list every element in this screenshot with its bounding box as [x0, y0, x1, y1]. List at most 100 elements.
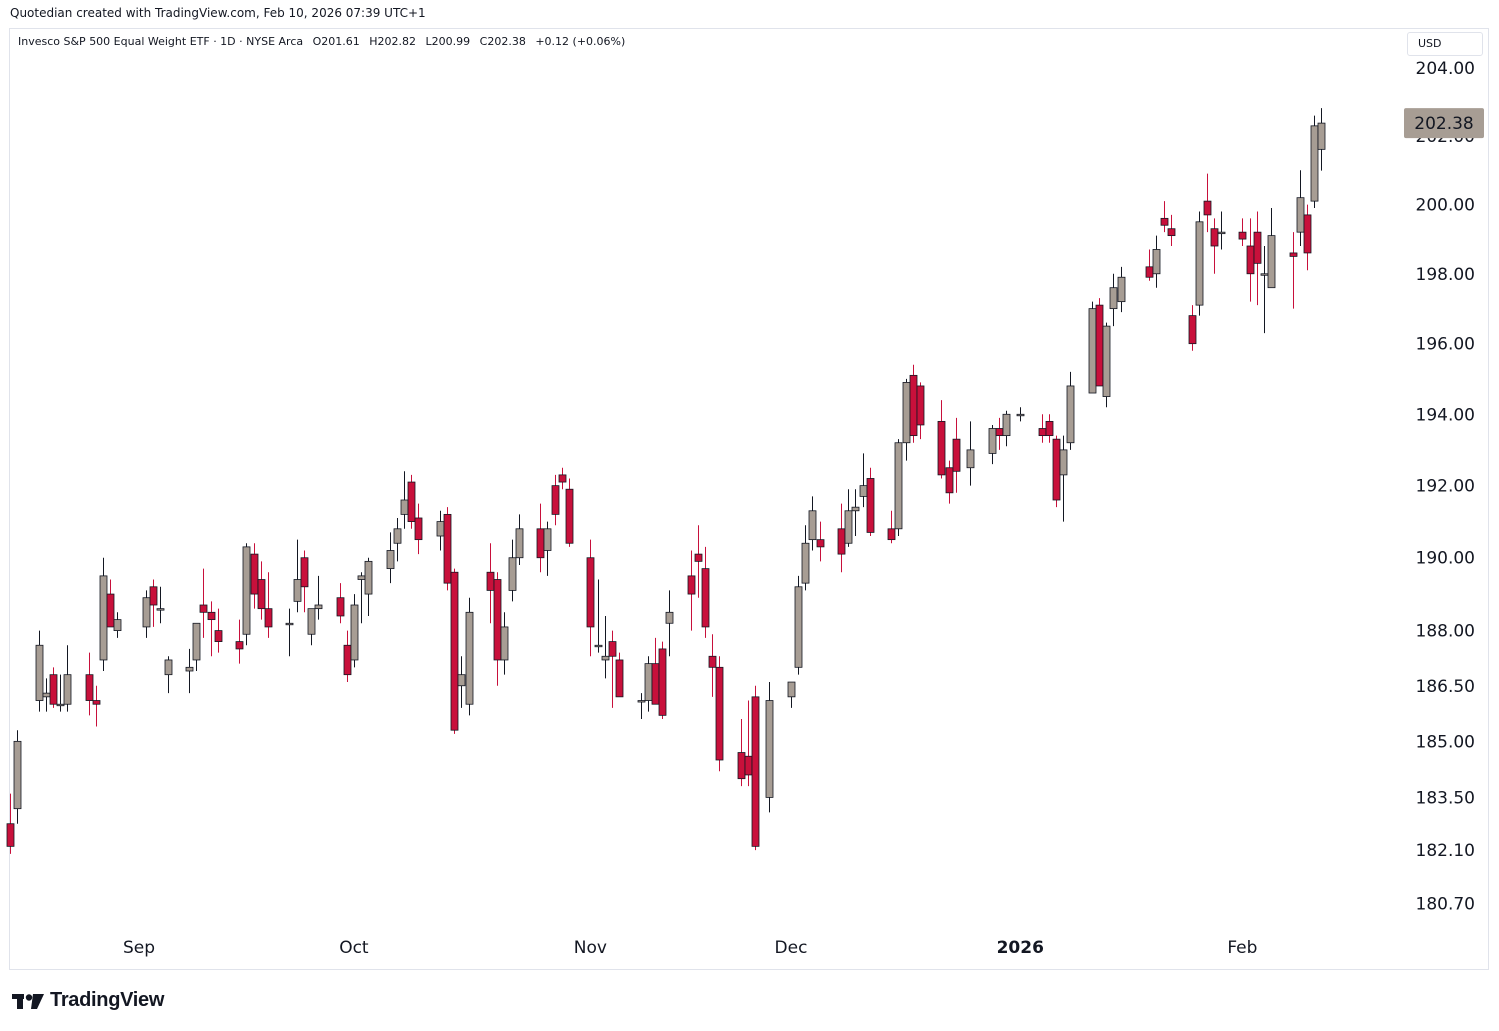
- candle[interactable]: [35, 630, 44, 712]
- candle[interactable]: [988, 424, 997, 465]
- candle[interactable]: [156, 586, 165, 624]
- legend-symbol[interactable]: Invesco S&P 500 Equal Weight ETF · 1D · …: [18, 35, 304, 48]
- candle[interactable]: [1109, 273, 1118, 327]
- candle[interactable]: [1246, 218, 1255, 302]
- candle[interactable]: [49, 667, 58, 708]
- candle[interactable]: [508, 539, 517, 602]
- candle[interactable]: [85, 652, 94, 716]
- candle[interactable]: [551, 474, 560, 526]
- candle[interactable]: [866, 467, 875, 537]
- candle[interactable]: [536, 503, 545, 573]
- candle[interactable]: [343, 630, 352, 683]
- candle[interactable]: [92, 685, 101, 727]
- candle[interactable]: [515, 514, 524, 565]
- candle[interactable]: [765, 682, 774, 813]
- candle[interactable]: [493, 572, 502, 686]
- candle[interactable]: [601, 615, 610, 679]
- candle[interactable]: [1210, 218, 1219, 274]
- candle[interactable]: [1289, 232, 1298, 309]
- candle[interactable]: [558, 467, 567, 490]
- candle[interactable]: [400, 471, 409, 529]
- candle[interactable]: [894, 439, 903, 537]
- candle[interactable]: [192, 622, 201, 671]
- candle[interactable]: [407, 474, 416, 529]
- candle[interactable]: [293, 539, 302, 613]
- candle[interactable]: [1160, 201, 1169, 233]
- candle[interactable]: [1260, 246, 1269, 334]
- candle[interactable]: [450, 568, 459, 734]
- candle[interactable]: [1152, 235, 1161, 288]
- candle[interactable]: [1045, 414, 1054, 443]
- candle[interactable]: [500, 612, 509, 675]
- candle[interactable]: [56, 674, 65, 712]
- candle[interactable]: [199, 568, 208, 638]
- candle[interactable]: [1016, 407, 1025, 422]
- candle[interactable]: [99, 557, 108, 671]
- candle[interactable]: [336, 583, 345, 624]
- currency-button[interactable]: USD: [1407, 32, 1483, 56]
- candle[interactable]: [106, 579, 115, 628]
- candle[interactable]: [1303, 204, 1312, 271]
- candle[interactable]: [242, 543, 251, 646]
- candle[interactable]: [586, 539, 595, 657]
- candle[interactable]: [694, 525, 703, 598]
- candle[interactable]: [214, 608, 223, 653]
- candle[interactable]: [851, 489, 860, 537]
- candle[interactable]: [457, 656, 466, 708]
- candle[interactable]: [250, 543, 259, 609]
- candle[interactable]: [1117, 266, 1126, 313]
- candle[interactable]: [808, 496, 817, 551]
- candle[interactable]: [1052, 435, 1061, 508]
- candle[interactable]: [1317, 108, 1326, 171]
- candle[interactable]: [594, 579, 603, 653]
- candle[interactable]: [1296, 170, 1305, 247]
- candle[interactable]: [1167, 214, 1176, 247]
- candle[interactable]: [952, 417, 961, 493]
- tradingview-logo[interactable]: TradingView: [12, 989, 164, 1012]
- candle[interactable]: [837, 503, 846, 573]
- candle[interactable]: [164, 656, 173, 694]
- candle[interactable]: [937, 400, 946, 479]
- candle[interactable]: [264, 572, 273, 638]
- candle[interactable]: [794, 575, 803, 675]
- candle[interactable]: [1203, 173, 1212, 233]
- candle[interactable]: [1095, 298, 1104, 387]
- candle[interactable]: [113, 612, 122, 638]
- candle[interactable]: [715, 656, 724, 772]
- candle[interactable]: [1253, 211, 1262, 306]
- candle[interactable]: [615, 652, 624, 698]
- candle[interactable]: [887, 510, 896, 544]
- candle[interactable]: [307, 608, 316, 646]
- candle[interactable]: [543, 521, 552, 576]
- candle[interactable]: [1217, 211, 1226, 250]
- candle[interactable]: [465, 597, 474, 716]
- candle[interactable]: [787, 681, 796, 708]
- candle[interactable]: [142, 590, 151, 638]
- candle[interactable]: [393, 517, 402, 562]
- candle[interactable]: [844, 489, 853, 547]
- candle[interactable]: [701, 546, 710, 638]
- candle[interactable]: [357, 572, 366, 624]
- candle[interactable]: [350, 594, 359, 668]
- candle[interactable]: [1088, 301, 1097, 394]
- candle[interactable]: [637, 693, 646, 720]
- candle[interactable]: [436, 510, 445, 551]
- candle[interactable]: [386, 532, 395, 584]
- candle[interactable]: [737, 719, 746, 787]
- price-axis[interactable]: 204.00202.00200.00198.00196.00194.00192.…: [1416, 59, 1475, 914]
- time-axis[interactable]: Sep Oct Nov Dec 2026 Feb: [123, 938, 1257, 958]
- candle[interactable]: [1238, 218, 1247, 247]
- candle[interactable]: [207, 601, 216, 657]
- candle[interactable]: [801, 525, 810, 591]
- candle[interactable]: [6, 793, 15, 854]
- candle[interactable]: [1195, 211, 1204, 316]
- candle[interactable]: [1310, 115, 1319, 209]
- candle[interactable]: [1059, 435, 1068, 522]
- candle[interactable]: [859, 453, 868, 508]
- candle[interactable]: [708, 634, 717, 697]
- candle[interactable]: [945, 460, 954, 504]
- candle[interactable]: [1102, 322, 1111, 408]
- candle[interactable]: [1038, 414, 1047, 443]
- candle[interactable]: [414, 503, 423, 555]
